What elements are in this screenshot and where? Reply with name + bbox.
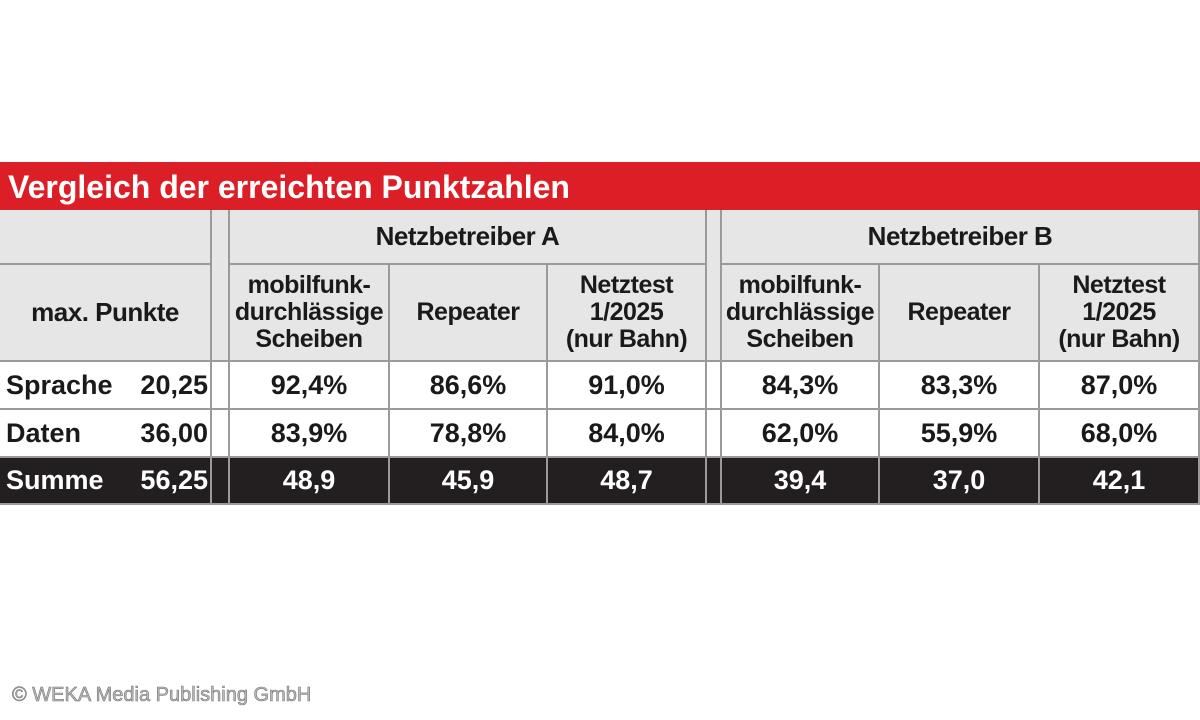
column-header: Repeater <box>880 265 1040 362</box>
header-line: Netztest <box>1072 271 1166 299</box>
header-line: Repeater <box>907 298 1012 326</box>
table-title: Vergleich der erreichten Punktzahlen <box>0 162 1200 210</box>
value-cell: 48,7 <box>548 458 707 505</box>
value-cell: 92,4% <box>230 362 390 410</box>
separator <box>707 458 722 505</box>
value-cell: 62,0% <box>722 410 880 458</box>
group-header: Netzbetreiber A <box>230 210 707 265</box>
value-cell: 86,6% <box>390 362 548 410</box>
header-cell: max. Punkte <box>0 265 212 362</box>
value-cell: 78,8% <box>390 410 548 458</box>
row-label: Daten 36,00 <box>0 410 212 458</box>
header-line: Scheiben <box>255 325 363 353</box>
row-label: Summe 56,25 <box>0 458 212 505</box>
header-line: 1/2025 <box>1082 298 1156 326</box>
separator <box>707 362 722 410</box>
separator <box>707 210 722 362</box>
column-header: mobilfunk-durchlässige Scheiben <box>230 265 390 362</box>
header-line: durchlässige <box>725 298 875 326</box>
separator <box>212 410 230 458</box>
value-cell: 39,4 <box>722 458 880 505</box>
corner-cell <box>0 210 212 265</box>
header-line: (nur Bahn) <box>1058 325 1180 353</box>
row-name: Daten <box>6 417 82 448</box>
separator <box>707 410 722 458</box>
header-line: Netztest <box>579 271 674 299</box>
row-name: Sprache <box>6 369 113 400</box>
column-header: Netztest 1/2025 (nur Bahn) <box>1040 265 1200 362</box>
header-line: mobilfunk- <box>247 271 371 299</box>
value-cell: 87,0% <box>1040 362 1200 410</box>
value-cell: 83,9% <box>230 410 390 458</box>
column-header: mobilfunk-durchlässige Scheiben <box>722 265 880 362</box>
header-line: durchlässige <box>234 298 384 326</box>
value-cell: 37,0 <box>880 458 1040 505</box>
header-line: (nur Bahn) <box>565 325 688 353</box>
value-cell: 42,1 <box>1040 458 1200 505</box>
separator <box>212 362 230 410</box>
column-header: Repeater <box>390 265 548 362</box>
separator <box>212 458 230 505</box>
row-label: Sprache 20,25 <box>0 362 212 410</box>
value-cell: 68,0% <box>1040 410 1200 458</box>
header-line: 1/2025 <box>589 298 664 326</box>
row-max: 36,00 <box>140 417 208 448</box>
separator <box>212 210 230 362</box>
copyright: © WEKA Media Publishing GmbH <box>12 684 312 707</box>
value-cell: 83,3% <box>880 362 1040 410</box>
header-line: mobilfunk- <box>738 271 862 299</box>
value-cell: 84,0% <box>548 410 707 458</box>
header-line: Scheiben <box>746 325 854 353</box>
value-cell: 45,9 <box>390 458 548 505</box>
column-header: Netztest 1/2025 (nur Bahn) <box>548 265 707 362</box>
value-cell: 84,3% <box>722 362 880 410</box>
row-name: Summe <box>6 465 104 495</box>
row-max: 20,25 <box>140 369 208 400</box>
value-cell: 55,9% <box>880 410 1040 458</box>
value-cell: 48,9 <box>230 458 390 505</box>
row-max: 56,25 <box>140 465 208 495</box>
group-header: Netzbetreiber B <box>722 210 1200 265</box>
value-cell: 91,0% <box>548 362 707 410</box>
header-line: Repeater <box>416 298 521 326</box>
